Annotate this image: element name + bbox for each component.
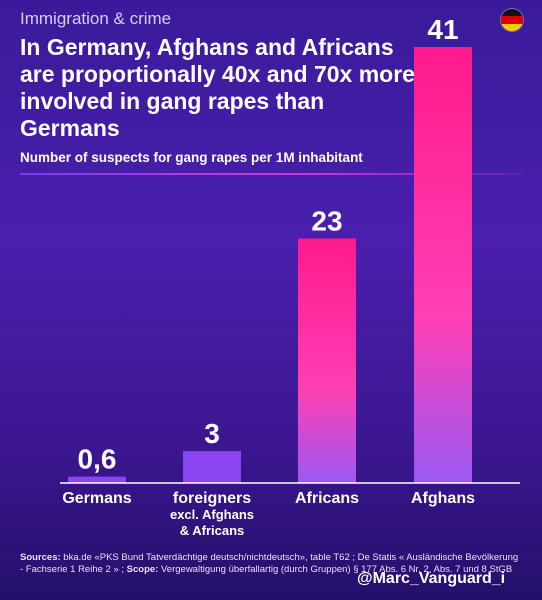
category-label-0: Germans bbox=[62, 490, 131, 507]
category-label-3: Afghans bbox=[411, 490, 475, 507]
value-label-2: 23 bbox=[311, 205, 342, 236]
sources-text: bka.de «PKS Bund Tatverdächtige deutsch/… bbox=[20, 552, 519, 575]
sources-footnote: Sources: bka.de «PKS Bund Tatverdächtige… bbox=[20, 552, 520, 576]
value-label-0: 0,6 bbox=[78, 444, 117, 475]
category-label-2: Africans bbox=[295, 490, 359, 507]
bar-2 bbox=[298, 238, 356, 483]
value-label-1: 3 bbox=[204, 418, 220, 449]
bar-3 bbox=[414, 47, 472, 483]
category-label-1: foreigners excl. Afghans & Africans bbox=[170, 490, 254, 538]
value-label-3: 41 bbox=[427, 14, 458, 45]
labels-group: 0,6 Germans 3 foreigners excl. Afghans & Afri… bbox=[62, 14, 475, 538]
bar-0 bbox=[68, 476, 126, 483]
germany-flag-icon bbox=[500, 8, 524, 32]
bars-group bbox=[68, 47, 472, 483]
headline: In Germany, Afghans and Africans are pro… bbox=[20, 34, 415, 141]
bar-1 bbox=[183, 451, 241, 483]
scope-text: Vergewaltigung überfallartig (durch Grup… bbox=[158, 564, 513, 575]
category-label: Immigration & crime bbox=[20, 9, 172, 28]
scope-label: Scope: bbox=[126, 564, 159, 575]
sources-label: Sources: bbox=[20, 552, 61, 563]
subtitle-divider bbox=[20, 173, 522, 175]
chart-subtitle: Number of suspects for gang rapes per 1M… bbox=[20, 150, 363, 165]
author-handle: @Marc_Vanguard_i bbox=[357, 570, 506, 587]
